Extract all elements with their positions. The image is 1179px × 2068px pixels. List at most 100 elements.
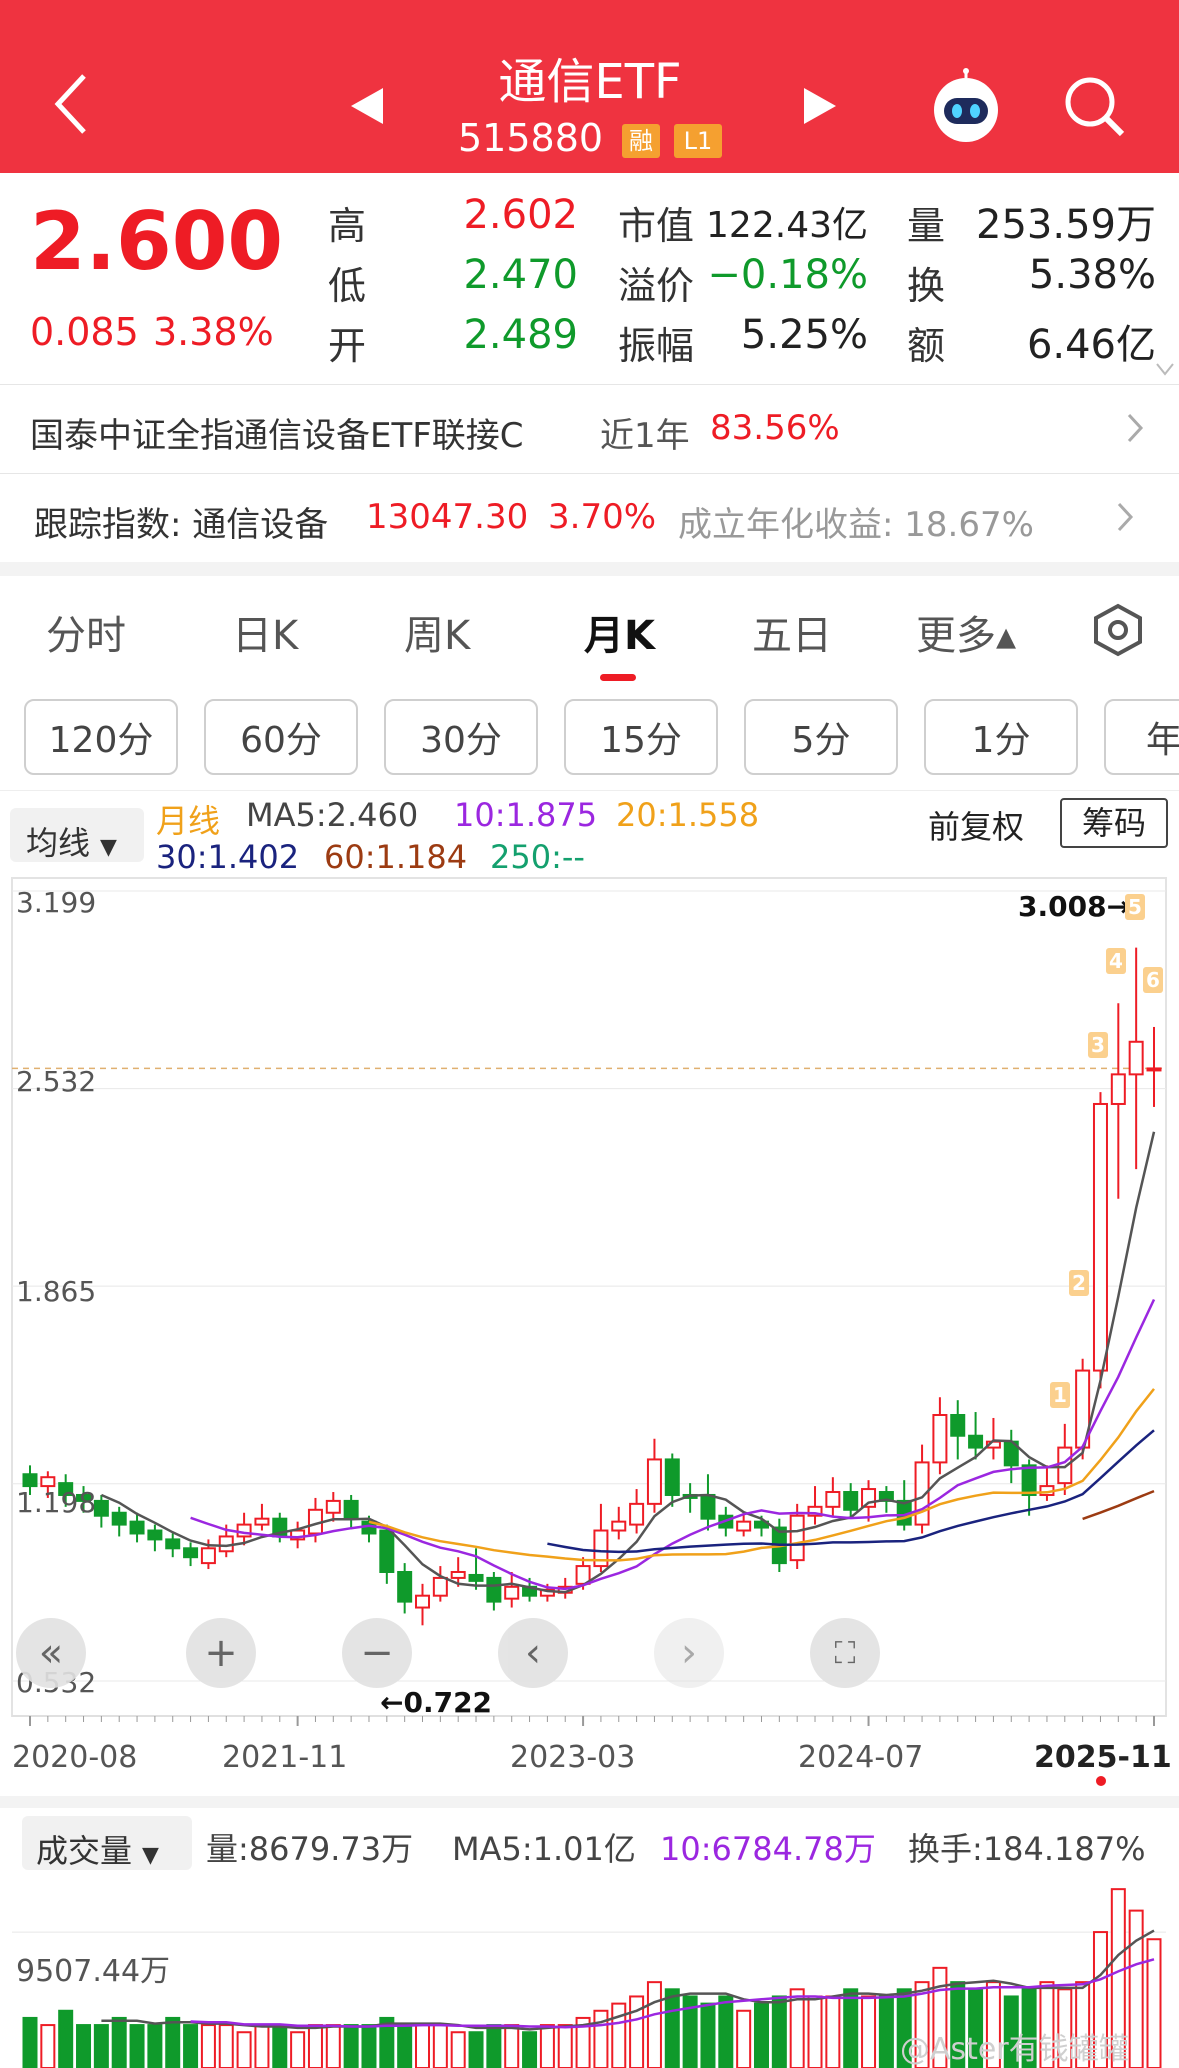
candle: [415, 1594, 431, 1609]
tab-intraday[interactable]: 分时: [46, 613, 126, 659]
volume-selector[interactable]: 成交量 ▼: [22, 1816, 192, 1870]
event-marker-3[interactable]: 3: [1088, 1032, 1108, 1058]
volume-bar: [22, 2016, 38, 2068]
candle: [468, 1573, 484, 1582]
x-label-3: 2023-03: [510, 1740, 636, 1775]
open-value: 2.489: [463, 312, 578, 358]
ma10-value: 10:1.875: [454, 796, 598, 834]
volume-bar: [950, 1981, 966, 2068]
candle: [1110, 1073, 1126, 1105]
x-label-2: 2021-11: [222, 1740, 348, 1775]
candle: [432, 1576, 448, 1597]
volume-bar: [218, 2024, 234, 2068]
tab-monthly-k[interactable]: 月K: [584, 613, 655, 659]
event-marker-4[interactable]: 4: [1106, 948, 1126, 974]
chips-button[interactable]: 筹码: [1060, 798, 1168, 848]
event-marker-2[interactable]: 2: [1069, 1270, 1089, 1296]
volume-bar: [183, 2024, 199, 2068]
period-5min-button[interactable]: 5分: [744, 699, 898, 775]
candle: [950, 1414, 966, 1437]
tracking-index-pct: 3.70%: [548, 497, 657, 537]
chevron-right-icon: ›: [681, 1630, 697, 1676]
ma-line-label: 月线: [156, 802, 221, 840]
expand-arrow-icon[interactable]: [1155, 362, 1175, 378]
candle: [968, 1434, 984, 1449]
page-title: 通信ETF: [498, 54, 682, 110]
tracking-index-row[interactable]: 跟踪指数: 通信设备 13047.30 3.70% 成立年化收益: 18.67%: [0, 475, 1179, 561]
current-position-dot: [1096, 1776, 1106, 1786]
pan-left-button[interactable]: ‹: [498, 1618, 568, 1688]
prev-stock-icon[interactable]: [347, 86, 387, 126]
volume-bar: [878, 1995, 894, 2068]
last-price: 2.600: [30, 195, 284, 288]
zoom-out-button[interactable]: −: [342, 1618, 412, 1688]
plus-icon: +: [204, 1630, 238, 1676]
event-marker-5[interactable]: 5: [1125, 894, 1145, 920]
candle: [147, 1529, 163, 1541]
turnover-label: 换: [907, 264, 946, 308]
watermark: @Aster有钱罐罐: [900, 2032, 1129, 2067]
settings-hexagon-icon[interactable]: [1090, 602, 1146, 658]
event-marker-6[interactable]: 6: [1143, 967, 1163, 993]
candle: [40, 1476, 56, 1488]
ma10-line: [190, 1298, 1156, 1591]
volume-bar: [771, 1995, 787, 2068]
next-stock-icon[interactable]: [800, 86, 840, 126]
tracking-index-label: 跟踪指数: 通信设备: [34, 505, 329, 545]
monthly-k-chart[interactable]: [0, 876, 1179, 1726]
margin-badge: 融: [622, 124, 660, 158]
amplitude-value: 5.25%: [740, 312, 868, 358]
tab-more[interactable]: 更多▴: [916, 613, 1017, 659]
active-tab-indicator: [600, 674, 636, 681]
linked-fund-row[interactable]: 国泰中证全指通信设备ETF联接C 近1年 83.56%: [0, 386, 1179, 472]
period-30min-button[interactable]: 30分: [384, 699, 538, 775]
volume-bar: [539, 2024, 555, 2068]
volume-bar: [40, 2024, 56, 2068]
scroll-to-start-button[interactable]: «: [16, 1618, 86, 1688]
price-adjust-toggle[interactable]: 前复权: [928, 808, 1025, 846]
volume-bar: [200, 2024, 216, 2068]
period-year-button[interactable]: 年: [1104, 699, 1179, 775]
tab-five-day[interactable]: 五日: [752, 613, 832, 659]
volume-bar: [1057, 1988, 1073, 2068]
ma5-value: MA5:2.460: [246, 796, 419, 834]
volume-bar: [93, 2024, 109, 2068]
fullscreen-button[interactable]: ⛶: [810, 1618, 880, 1688]
search-icon[interactable]: [1062, 74, 1126, 138]
tab-weekly-k[interactable]: 周K: [404, 613, 471, 659]
period-1min-button[interactable]: 1分: [924, 699, 1078, 775]
volume-bar: [664, 1988, 680, 2068]
tab-daily-k[interactable]: 日K: [232, 613, 299, 659]
volume-bar: [985, 1981, 1001, 2068]
period-15min-button[interactable]: 15分: [564, 699, 718, 775]
volume-ma10: 10:6784.78万: [660, 1830, 876, 1868]
event-marker-1[interactable]: 1: [1050, 1382, 1070, 1408]
high-label: 高: [328, 204, 367, 248]
volume-bar: [1039, 1981, 1055, 2068]
pan-right-button[interactable]: ›: [654, 1618, 724, 1688]
period-60min-button[interactable]: 60分: [204, 699, 358, 775]
zoom-in-button[interactable]: +: [186, 1618, 256, 1688]
ma-selector[interactable]: 均线 ▼: [10, 808, 144, 862]
candle: [789, 1514, 805, 1562]
candle: [58, 1482, 74, 1496]
candle: [183, 1547, 199, 1559]
linked-fund-period: 近1年: [600, 416, 690, 456]
volume-bar: [58, 2009, 74, 2068]
volume-chart[interactable]: [0, 1878, 1179, 2068]
candle: [843, 1491, 859, 1511]
volume-bar: [522, 2031, 538, 2068]
linked-fund-name: 国泰中证全指通信设备ETF联接C: [30, 416, 524, 456]
candle: [1146, 1067, 1162, 1072]
volume-bar: [76, 2024, 92, 2068]
volume-current: 量:8679.73万: [206, 1830, 414, 1868]
back-icon[interactable]: [50, 72, 90, 136]
period-120min-button[interactable]: 120分: [24, 699, 178, 775]
volume-bar: [825, 1995, 841, 2068]
robot-assistant-icon[interactable]: [928, 68, 1004, 144]
candle: [254, 1517, 270, 1526]
candle: [593, 1529, 609, 1568]
volume-bar: [593, 2009, 609, 2068]
amount-label: 额: [907, 324, 946, 368]
high-value: 2.602: [463, 192, 578, 238]
